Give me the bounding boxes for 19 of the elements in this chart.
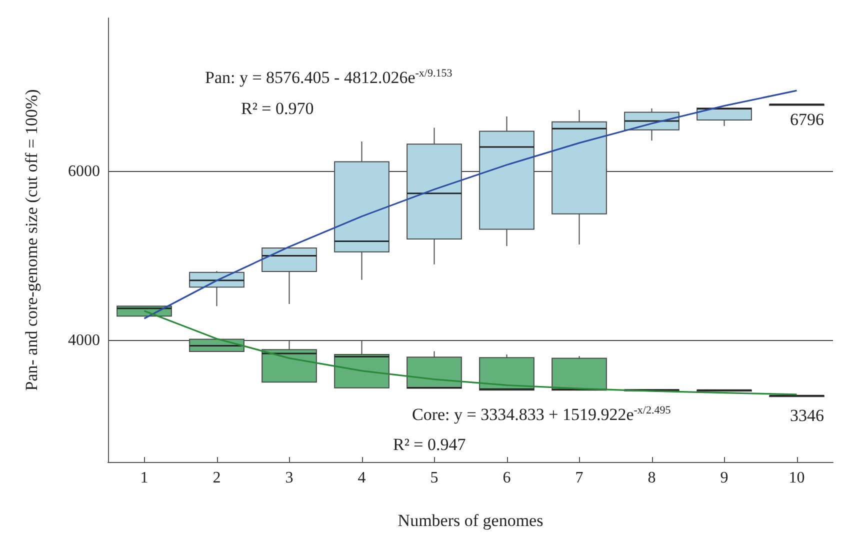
y-axis-title: Pan- and core-genome size (cut off = 100%) — [22, 89, 41, 391]
x-tick-label: 5 — [430, 470, 438, 486]
y-tick-label: 6000 — [68, 163, 100, 180]
x-tick-label: 9 — [720, 470, 728, 486]
annotation: R² = 0.970 — [241, 99, 314, 118]
line-series — [143, 310, 798, 396]
annotation: 3346 — [790, 406, 824, 425]
x-axis-title: Numbers of genomes — [398, 511, 544, 530]
y-tick-label: 4000 — [68, 332, 100, 349]
x-tick-label: 2 — [212, 470, 221, 486]
x-tick-label: 8 — [648, 470, 656, 486]
x-tick-label: 4 — [358, 470, 366, 486]
annotation: R² = 0.947 — [393, 435, 466, 454]
x-tick-label: 6 — [502, 470, 511, 486]
x-tick-label: 7 — [575, 470, 584, 486]
annotation: 6796 — [790, 110, 824, 129]
x-tick-label: 3 — [285, 470, 294, 486]
x-tick-label: 1 — [140, 470, 148, 486]
x-tick-label: 10 — [788, 470, 805, 486]
